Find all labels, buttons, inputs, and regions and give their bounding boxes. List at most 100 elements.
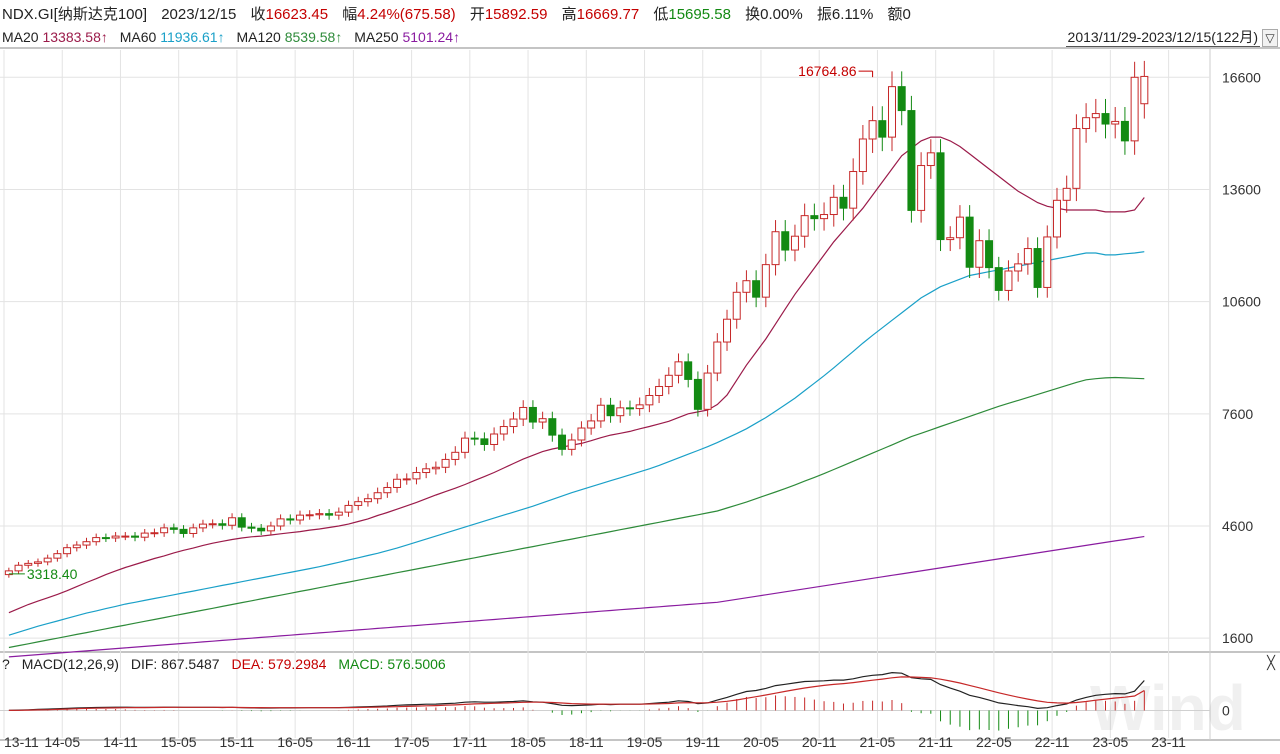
- candle[interactable]: [703, 364, 712, 417]
- candle[interactable]: [664, 367, 673, 395]
- candle[interactable]: [858, 125, 867, 185]
- candle[interactable]: [1091, 98, 1100, 133]
- candle[interactable]: [713, 333, 722, 382]
- candle[interactable]: [946, 226, 955, 252]
- candle[interactable]: [325, 509, 334, 520]
- candle[interactable]: [296, 510, 304, 525]
- candle[interactable]: [868, 106, 877, 153]
- candle[interactable]: [917, 152, 926, 223]
- candle[interactable]: [684, 353, 693, 388]
- candle[interactable]: [606, 397, 615, 423]
- candlesticks[interactable]: [4, 60, 1149, 578]
- macd-indicator-name[interactable]: MACD(12,26,9): [21, 656, 119, 672]
- candle[interactable]: [179, 525, 188, 538]
- candle[interactable]: [926, 139, 935, 179]
- candle[interactable]: [548, 411, 557, 442]
- candle[interactable]: [742, 270, 751, 303]
- symbol-name[interactable]: NDX.GI[纳斯达克100]: [2, 6, 148, 23]
- candle[interactable]: [907, 95, 916, 223]
- ma-legend-item-ma20[interactable]: MA20 13383.58↑: [2, 29, 108, 45]
- candle[interactable]: [344, 500, 353, 517]
- candle[interactable]: [24, 560, 33, 569]
- candle[interactable]: [645, 387, 654, 413]
- candle[interactable]: [761, 253, 770, 308]
- candle[interactable]: [1062, 175, 1071, 213]
- candle[interactable]: [363, 493, 372, 507]
- close-icon[interactable]: ╳: [1267, 655, 1275, 670]
- candle[interactable]: [1111, 107, 1120, 139]
- candle[interactable]: [975, 229, 984, 279]
- candle[interactable]: [266, 521, 275, 536]
- candle[interactable]: [1072, 114, 1081, 202]
- candle[interactable]: [237, 513, 246, 532]
- candle[interactable]: [1033, 237, 1042, 298]
- candle[interactable]: [810, 203, 819, 231]
- candle[interactable]: [616, 400, 625, 423]
- candle[interactable]: [460, 431, 469, 459]
- candle[interactable]: [480, 432, 489, 451]
- candle[interactable]: [189, 523, 198, 538]
- candle[interactable]: [121, 532, 130, 541]
- candle[interactable]: [383, 482, 392, 498]
- candle[interactable]: [936, 139, 945, 252]
- candle[interactable]: [92, 533, 101, 546]
- candle[interactable]: [1120, 107, 1129, 155]
- candle[interactable]: [412, 466, 421, 485]
- candle[interactable]: [587, 413, 596, 435]
- candle[interactable]: [1101, 98, 1110, 139]
- candle[interactable]: [402, 473, 411, 485]
- candle[interactable]: [528, 400, 537, 429]
- candle[interactable]: [228, 513, 237, 530]
- candle[interactable]: [839, 184, 848, 221]
- candle[interactable]: [1014, 253, 1023, 282]
- candle[interactable]: [771, 220, 780, 276]
- candle[interactable]: [888, 71, 896, 152]
- candle[interactable]: [596, 397, 605, 428]
- candle[interactable]: [82, 537, 91, 549]
- candle[interactable]: [723, 309, 732, 351]
- candle[interactable]: [955, 205, 964, 250]
- candle[interactable]: [674, 353, 683, 384]
- candle[interactable]: [878, 106, 887, 152]
- candle[interactable]: [519, 400, 528, 427]
- candle[interactable]: [140, 528, 149, 542]
- candle[interactable]: [470, 431, 479, 446]
- candle[interactable]: [257, 523, 266, 536]
- candle[interactable]: [131, 532, 140, 542]
- candle[interactable]: [635, 397, 644, 416]
- candle[interactable]: [160, 523, 169, 537]
- candle[interactable]: [393, 473, 402, 493]
- candle[interactable]: [800, 203, 809, 248]
- candle[interactable]: [111, 532, 120, 542]
- candle[interactable]: [732, 282, 741, 329]
- ma-legend-item-ma60[interactable]: MA60 11936.61↑: [120, 29, 225, 45]
- candle[interactable]: [538, 411, 547, 429]
- candle[interactable]: [752, 270, 761, 308]
- candle[interactable]: [169, 523, 178, 534]
- candle[interactable]: [150, 528, 159, 538]
- candle[interactable]: [422, 463, 431, 479]
- candle[interactable]: [63, 543, 72, 558]
- candle[interactable]: [655, 378, 664, 404]
- candle[interactable]: [1140, 60, 1149, 119]
- candle[interactable]: [43, 554, 52, 566]
- help-icon[interactable]: ?: [2, 656, 10, 672]
- candle[interactable]: [441, 453, 450, 474]
- candle[interactable]: [1130, 61, 1139, 155]
- candle[interactable]: [985, 229, 994, 279]
- candle[interactable]: [849, 158, 858, 221]
- candle[interactable]: [218, 519, 227, 530]
- candle[interactable]: [577, 421, 586, 447]
- candle[interactable]: [305, 510, 314, 520]
- candle[interactable]: [781, 220, 790, 262]
- candle[interactable]: [451, 446, 460, 466]
- candle[interactable]: [1004, 260, 1013, 301]
- candle[interactable]: [198, 519, 207, 533]
- candle[interactable]: [53, 550, 62, 562]
- candle[interactable]: [499, 419, 508, 441]
- candle[interactable]: [101, 533, 110, 542]
- candle[interactable]: [965, 205, 974, 279]
- candle[interactable]: [693, 371, 702, 417]
- candle[interactable]: [829, 184, 838, 227]
- candle[interactable]: [1023, 237, 1032, 275]
